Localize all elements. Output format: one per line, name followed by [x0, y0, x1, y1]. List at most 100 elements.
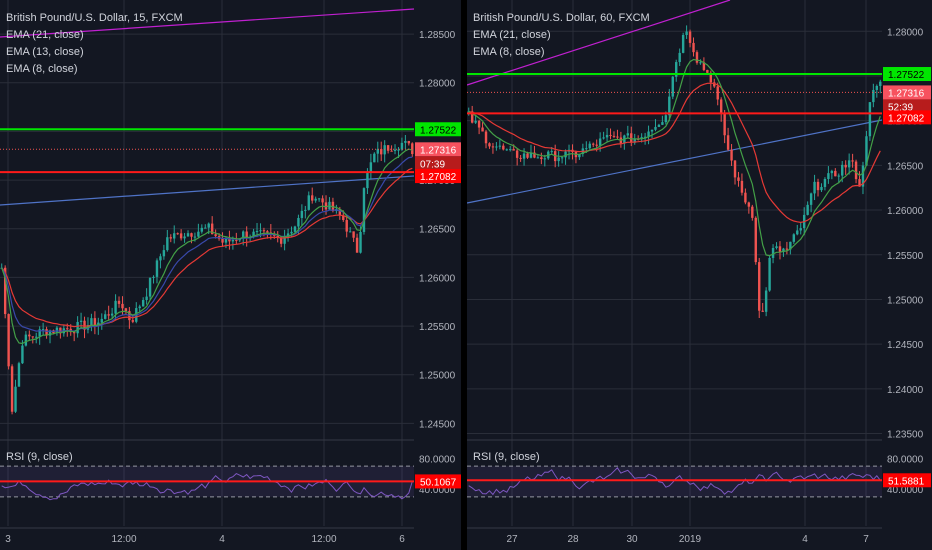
candle-body: [21, 345, 24, 364]
candle-body: [228, 238, 231, 242]
candle-body: [671, 76, 674, 97]
candle-body: [602, 137, 605, 139]
candle-body: [304, 209, 307, 211]
candle-body: [688, 31, 692, 43]
time-axis[interactable]: 3 12:00 4 12:00 6: [0, 527, 414, 545]
candle-body: [730, 149, 733, 161]
price-tick-label: 1.28000: [419, 79, 456, 90]
candle-body: [588, 143, 591, 149]
chart-pane-15m[interactable]: 1.285001.280001.275001.270001.265001.260…: [0, 0, 463, 545]
support-price-tag: 1.27082: [420, 172, 457, 183]
candle-body: [740, 180, 744, 193]
candle-body: [366, 171, 369, 189]
chart-title: British Pound/U.S. Dollar, 60, FXCM: [473, 12, 650, 24]
candle-body: [578, 153, 581, 158]
candle-body: [598, 138, 602, 146]
rsi-value-tag: 51.5881: [888, 476, 925, 487]
candle-body: [505, 149, 508, 151]
candle-body: [816, 181, 820, 191]
candle-body: [733, 160, 737, 178]
trend-line-blue: [0, 175, 415, 206]
candle-body: [854, 161, 858, 180]
pane-divider[interactable]: [461, 0, 467, 550]
candle-body: [166, 237, 169, 251]
chart-pane-60m[interactable]: 1.280001.275001.270001.265001.260001.255…: [466, 0, 931, 545]
candle-body: [699, 62, 702, 64]
candle-body: [231, 239, 235, 242]
price-tick-label: 1.24500: [887, 340, 924, 351]
time-tick-label: 4: [219, 534, 225, 545]
candle-body: [79, 320, 83, 322]
price-tick-label: 1.26500: [419, 225, 456, 236]
last-price-tag-bg: [883, 85, 931, 100]
resistance-price-tag: 1.27522: [888, 70, 925, 81]
trend-line-magenta: [0, 8, 415, 38]
candle-body: [681, 34, 685, 53]
ema-8-line: [468, 58, 881, 257]
candle-body: [183, 236, 186, 239]
legend-ema-13: EMA (13, close): [6, 46, 84, 58]
candle-body: [491, 146, 495, 148]
candle-body: [747, 202, 751, 207]
candle-body: [775, 246, 778, 248]
countdown-tag: 07:39: [420, 159, 445, 170]
candle-body: [262, 230, 266, 232]
candle-body: [515, 150, 519, 158]
price-axis[interactable]: 1.280001.275001.270001.265001.260001.255…: [883, 27, 931, 496]
candle-body: [242, 231, 245, 240]
price-axis[interactable]: 1.285001.280001.275001.270001.265001.260…: [415, 30, 463, 496]
candle-body: [484, 131, 488, 144]
candle-body: [865, 136, 868, 166]
candle-body: [324, 202, 328, 210]
candle-body: [393, 149, 397, 151]
candle-body: [186, 233, 190, 237]
candle-body: [173, 233, 176, 239]
candle-body: [76, 321, 79, 334]
candle-body: [809, 193, 813, 205]
candle-body: [543, 158, 547, 160]
candle-body: [207, 223, 210, 228]
rsi-label: RSI (9, close): [6, 451, 73, 463]
candle-body: [692, 42, 695, 53]
time-tick-label: 28: [567, 534, 579, 545]
candle-body: [45, 329, 48, 336]
candle-body: [221, 238, 224, 243]
candle-body: [761, 310, 764, 312]
candle-body: [522, 153, 526, 159]
time-tick-label: 6: [399, 534, 405, 545]
horizontal-levels[interactable]: [467, 73, 882, 115]
candle-body: [650, 129, 654, 132]
ema-lines: [468, 58, 881, 257]
candle-body: [362, 188, 366, 232]
price-tick-label: 1.25500: [887, 251, 924, 262]
price-tick-label: 1.25000: [887, 295, 924, 306]
candle-body: [875, 85, 879, 90]
candle-body: [771, 247, 775, 258]
candle-body: [41, 329, 45, 331]
candle-body: [176, 233, 179, 235]
candle-body: [380, 149, 383, 155]
candle-body: [841, 164, 844, 176]
candle-body: [626, 133, 630, 136]
price-tick-label: 1.24500: [419, 419, 456, 430]
candle-body: [519, 157, 522, 159]
candle-body: [386, 145, 390, 151]
candle-body: [117, 300, 121, 304]
candle-body: [827, 173, 830, 179]
candle-body: [283, 237, 286, 244]
rsi-band-fill: [467, 466, 882, 497]
time-axis[interactable]: 27 28 30 2019 4 7: [467, 527, 882, 545]
candle-body: [778, 246, 782, 252]
candle-body: [252, 231, 255, 238]
candle-body: [31, 336, 34, 338]
resistance-price-tag: 1.27522: [420, 125, 457, 136]
candle-body: [359, 231, 362, 253]
candle-body: [477, 120, 481, 128]
horizontal-levels[interactable]: [0, 128, 414, 174]
candle-body: [14, 386, 17, 412]
rsi-line: [1, 473, 413, 501]
candle-body: [595, 144, 598, 146]
candle-body: [789, 241, 792, 250]
ema-lines: [1, 148, 413, 345]
candle-body: [560, 157, 564, 159]
